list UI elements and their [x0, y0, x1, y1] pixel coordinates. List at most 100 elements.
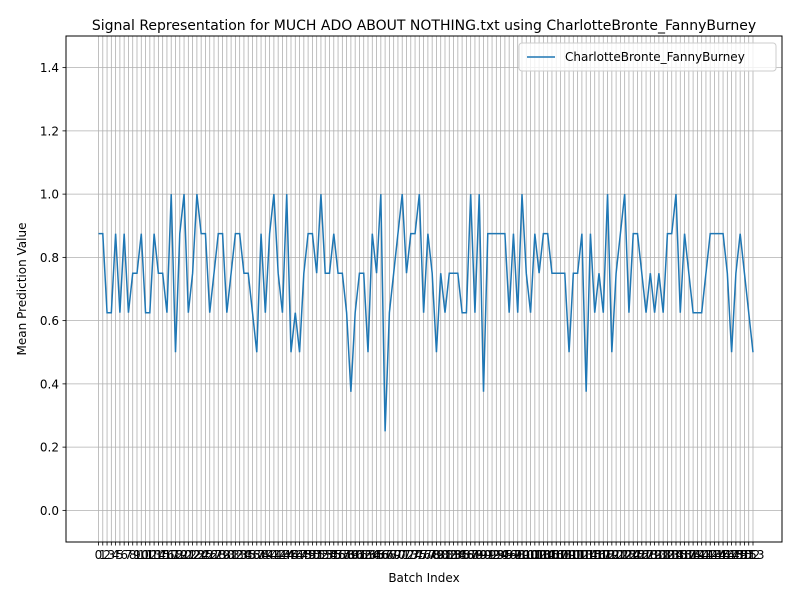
- x-tick-label: 101: [519, 548, 542, 562]
- series-line: [98, 194, 754, 432]
- x-tick-label: 78: [425, 548, 440, 562]
- x-tick-label: 13: [146, 548, 161, 562]
- y-axis-label: Mean Prediction Value: [15, 223, 29, 356]
- x-tick-label: 64: [365, 548, 380, 562]
- x-tick-label: 36: [245, 548, 260, 562]
- y-tick-label: 0.4: [40, 377, 59, 391]
- x-tick-label: 102: [523, 548, 546, 562]
- x-tick-label: 74: [407, 548, 422, 562]
- x-tick-label: 38: [253, 548, 268, 562]
- x-tick-label: 136: [669, 548, 692, 562]
- x-tick-label: 21: [181, 548, 196, 562]
- x-tick-label: 86: [459, 548, 474, 562]
- x-tick-label: 145: [707, 548, 730, 562]
- x-tick-label: 138: [677, 548, 700, 562]
- x-tick-label: 59: [343, 548, 358, 562]
- x-tick-label: 3: [108, 548, 116, 562]
- x-tick-label: 51: [309, 548, 324, 562]
- x-tick-label: 134: [660, 548, 683, 562]
- x-tick-label: 109: [553, 548, 576, 562]
- x-tick-label: 0: [95, 548, 103, 562]
- x-tick-label: 60: [348, 548, 363, 562]
- x-tick-label: 58: [339, 548, 354, 562]
- x-tick-label: 76: [416, 548, 431, 562]
- x-tick-label: 33: [232, 548, 247, 562]
- x-tick-label: 119: [596, 548, 619, 562]
- x-tick-label: 116: [583, 548, 606, 562]
- x-tick-label: 141: [690, 548, 713, 562]
- x-tick-label: 128: [635, 548, 658, 562]
- x-tick-label: 149: [724, 548, 747, 562]
- x-tick-label: 28: [211, 548, 226, 562]
- x-tick-label: 85: [454, 548, 469, 562]
- x-tick-label: 96: [502, 548, 517, 562]
- x-tick-label: 80: [433, 548, 448, 562]
- x-tick-label: 117: [588, 548, 611, 562]
- x-tick-label: 94: [493, 548, 508, 562]
- y-axis-ticks: 0.0 0.2 0.4 0.6 0.8 1.0 1.2 1.4: [40, 61, 66, 518]
- x-tick-label: 40: [262, 548, 277, 562]
- x-tick-label: 115: [579, 548, 602, 562]
- x-tick-label: 131: [647, 548, 670, 562]
- x-tick-label: 8: [129, 548, 137, 562]
- x-tick-label: 48: [296, 548, 311, 562]
- x-tick-label: 9: [133, 548, 141, 562]
- legend-box: [518, 42, 777, 72]
- x-tick-label: 2: [103, 548, 111, 562]
- x-tick-label: 133: [656, 548, 679, 562]
- x-tick-label: 39: [258, 548, 273, 562]
- x-tick-label: 124: [617, 548, 640, 562]
- x-tick-label: 11: [138, 548, 153, 562]
- x-tick-label: 71: [395, 548, 410, 562]
- x-tick-label: 148: [720, 548, 743, 562]
- x-tick-label: 62: [356, 548, 371, 562]
- y-gridlines: [66, 67, 782, 511]
- x-tick-label: 16: [159, 548, 174, 562]
- x-tick-label: 7: [125, 548, 133, 562]
- x-tick-label: 54: [322, 548, 337, 562]
- x-tick-label: 81: [437, 548, 452, 562]
- x-tick-label: 63: [360, 548, 375, 562]
- x-tick-label: 151: [733, 548, 756, 562]
- x-tick-label: 107: [545, 548, 568, 562]
- x-tick-label: 150: [729, 548, 752, 562]
- x-tick-label: 20: [176, 548, 191, 562]
- x-tick-label: 49: [300, 548, 315, 562]
- x-tick-label: 12: [142, 548, 157, 562]
- x-tick-label: 130: [643, 548, 666, 562]
- x-tick-label: 139: [682, 548, 705, 562]
- x-tick-label: 125: [622, 548, 645, 562]
- y-tick-label: 0.6: [40, 314, 59, 328]
- x-tick-label: 69: [386, 548, 401, 562]
- x-tick-label: 132: [652, 548, 675, 562]
- x-tick-label: 137: [673, 548, 696, 562]
- y-tick-label: 0.0: [40, 504, 59, 518]
- x-tick-label: 1: [99, 548, 107, 562]
- x-tick-label: 82: [442, 548, 457, 562]
- x-tick-label: 93: [489, 548, 504, 562]
- x-tick-label: 100: [515, 548, 538, 562]
- x-tick-label: 99: [514, 548, 529, 562]
- x-tick-label: 43: [275, 548, 290, 562]
- x-tick-label: 88: [467, 548, 482, 562]
- x-tick-label: 53: [318, 548, 333, 562]
- x-tick-label: 4: [112, 548, 120, 562]
- x-tick-label: 61: [352, 548, 367, 562]
- x-tick-label: 129: [639, 548, 662, 562]
- x-tick-label: 14: [151, 548, 166, 562]
- x-tick-label: 98: [510, 548, 525, 562]
- x-tick-label: 143: [699, 548, 722, 562]
- y-tick-label: 0.8: [40, 251, 59, 265]
- x-tick-label: 18: [168, 548, 183, 562]
- x-tick-label: 104: [532, 548, 555, 562]
- x-tick-label: 55: [326, 548, 341, 562]
- x-tick-label: 57: [335, 548, 350, 562]
- x-tick-label: 111: [562, 548, 585, 562]
- x-tick-label: 47: [292, 548, 307, 562]
- x-tick-label: 10: [134, 548, 149, 562]
- x-tick-label: 126: [626, 548, 649, 562]
- x-tick-label: 77: [420, 548, 435, 562]
- x-tick-label: 68: [382, 548, 397, 562]
- x-tick-label: 79: [429, 548, 444, 562]
